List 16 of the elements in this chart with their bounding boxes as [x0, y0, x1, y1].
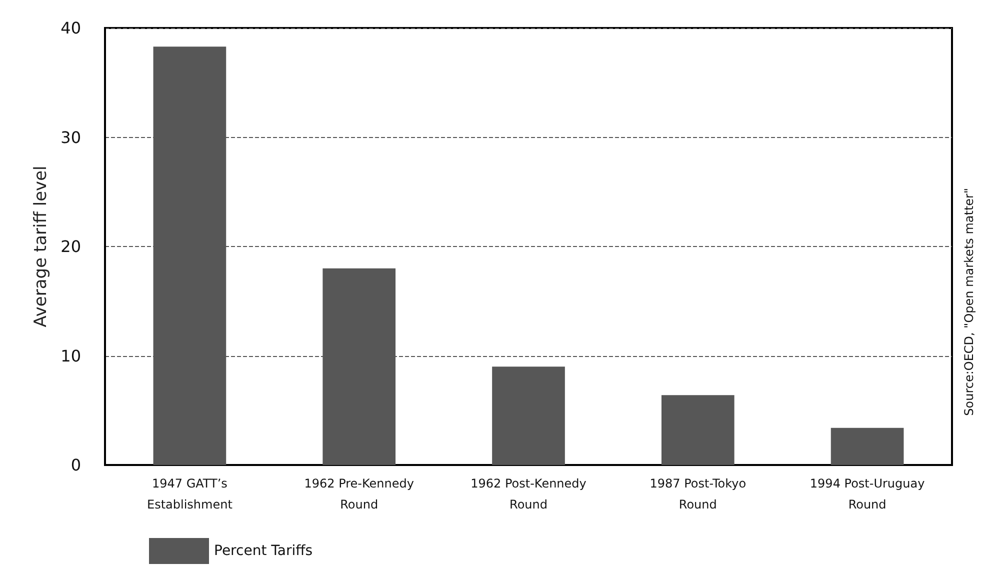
y-tick-label: 0 [70, 456, 81, 474]
x-tick-label: 1947 GATT’s Establishment [146, 476, 233, 512]
y-axis-title: Average tariff level [31, 166, 52, 328]
x-tick-label: 1962 Pre-Kennedy Round [304, 476, 414, 512]
y-tick-label: 20 [60, 237, 81, 256]
bar [661, 395, 734, 465]
x-tick-label: 1987 Post-Tokyo Round [650, 476, 746, 512]
x-tick-label: 1994 Post-Uruguay Round [810, 476, 925, 512]
x-tick-label: 1962 Post-Kennedy Round [470, 476, 586, 512]
bar [830, 428, 904, 465]
y-tick-label: 10 [60, 346, 81, 366]
bar [492, 366, 565, 465]
source-note: Source:OECD, "Open markets matter" [962, 188, 976, 416]
legend-label: Percent Tariffs [214, 543, 313, 559]
y-tick-label: 40 [60, 18, 81, 38]
y-tick-label: 30 [60, 128, 81, 147]
